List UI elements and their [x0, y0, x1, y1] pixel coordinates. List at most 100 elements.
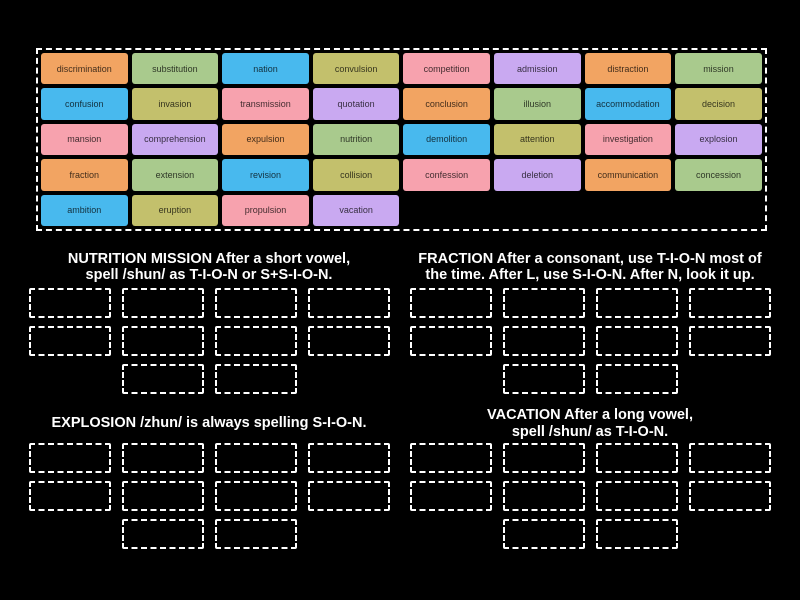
category-header: EXPLOSION /zhun/ is always spelling S-I-… [20, 404, 398, 443]
answer-slot[interactable] [28, 288, 111, 318]
word-tile[interactable]: transmission [222, 88, 309, 120]
word-tile[interactable]: accommodation [584, 88, 672, 120]
category-vacation: VACATION After a long vowel, spell /shun/… [401, 404, 779, 549]
word-tile[interactable]: substitution [131, 53, 219, 85]
word-tile[interactable]: illusion [493, 88, 581, 120]
answer-slot[interactable] [502, 481, 585, 511]
answer-slot[interactable] [502, 326, 585, 356]
answer-slot[interactable] [307, 326, 390, 356]
word-tile[interactable]: concession [675, 159, 762, 191]
category-nutrition-mission: NUTRITION MISSION After a short vowel, sp… [20, 246, 398, 394]
answer-slot[interactable] [688, 288, 771, 318]
word-tile[interactable]: competition [403, 53, 490, 85]
answer-slot[interactable] [121, 481, 204, 511]
word-tile[interactable]: decision [675, 88, 762, 120]
category-explosion: EXPLOSION /zhun/ is always spelling S-I-… [20, 404, 398, 549]
word-tile[interactable]: revision [222, 159, 309, 191]
category-header: FRACTION After a consonant, use T-I-O-N … [401, 246, 779, 288]
word-tile[interactable]: confession [403, 159, 490, 191]
answer-slot[interactable] [214, 288, 297, 318]
answer-slot[interactable] [502, 519, 585, 549]
category-slots [20, 288, 398, 394]
word-tile[interactable]: nation [222, 53, 309, 85]
answer-slot[interactable] [307, 481, 390, 511]
answer-slot[interactable] [688, 443, 771, 473]
answer-slot[interactable] [502, 443, 585, 473]
slot-row [28, 443, 390, 473]
word-tile[interactable]: vacation [312, 194, 400, 226]
answer-slot[interactable] [409, 443, 492, 473]
category-slots [401, 288, 779, 394]
word-tile[interactable]: extension [131, 159, 219, 191]
answer-slot[interactable] [595, 364, 678, 394]
answer-slot[interactable] [121, 326, 204, 356]
category-title-line: the time. After L, use S-I-O-N. After N,… [425, 267, 755, 283]
category-header: NUTRITION MISSION After a short vowel, sp… [20, 246, 398, 288]
answer-slot[interactable] [595, 481, 678, 511]
word-tile[interactable]: collision [312, 159, 400, 191]
word-tile[interactable]: mansion [41, 123, 128, 156]
answer-slot[interactable] [307, 443, 390, 473]
word-tile[interactable]: admission [493, 53, 581, 85]
answer-slot[interactable] [121, 443, 204, 473]
word-tile[interactable]: comprehension [131, 123, 219, 156]
word-tile[interactable]: investigation [584, 123, 672, 156]
answer-slot[interactable] [214, 481, 297, 511]
word-tile[interactable]: conclusion [403, 88, 490, 120]
answer-slot[interactable] [502, 288, 585, 318]
answer-slot[interactable] [595, 443, 678, 473]
answer-slot[interactable] [121, 364, 204, 394]
word-bank: discrimination substitution nation convulsi… [36, 48, 767, 231]
word-tile[interactable]: fraction [41, 159, 128, 191]
answer-slot[interactable] [121, 519, 204, 549]
category-title-line: spell /shun/ as T-I-O-N. [511, 423, 669, 440]
answer-slot[interactable] [688, 481, 771, 511]
answer-slot[interactable] [688, 326, 771, 356]
category-title-line: FRACTION After a consonant, use T-I-O-N … [418, 250, 762, 267]
slot-row [409, 443, 771, 473]
answer-slot[interactable] [595, 326, 678, 356]
category-title-line: NUTRITION MISSION After a short vowel, [67, 250, 351, 267]
slot-row [409, 326, 771, 356]
word-tile[interactable]: ambition [41, 194, 128, 226]
answer-slot[interactable] [28, 326, 111, 356]
answer-slot[interactable] [409, 288, 492, 318]
answer-slot[interactable] [214, 519, 297, 549]
slot-row [28, 481, 390, 511]
word-tile[interactable]: expulsion [222, 123, 309, 156]
word-tile[interactable]: propulsion [222, 194, 309, 226]
slot-row [502, 519, 678, 549]
answer-slot[interactable] [409, 481, 492, 511]
word-tile[interactable]: mission [675, 53, 762, 85]
answer-slot[interactable] [595, 288, 678, 318]
word-tile[interactable]: distraction [584, 53, 672, 85]
answer-slot[interactable] [28, 481, 111, 511]
answer-slot[interactable] [214, 443, 297, 473]
word-tile[interactable]: confusion [41, 88, 128, 120]
word-tile[interactable]: communication [584, 159, 672, 191]
category-slots [401, 443, 779, 549]
slot-row [121, 519, 297, 549]
category-header: VACATION After a long vowel, spell /shun/… [401, 404, 779, 443]
answer-slot[interactable] [28, 443, 111, 473]
word-tile[interactable]: eruption [131, 194, 219, 226]
word-tile[interactable]: convulsion [312, 53, 400, 85]
slot-row [502, 364, 678, 394]
word-tile[interactable]: deletion [493, 159, 581, 191]
word-tile[interactable]: explosion [675, 123, 762, 156]
answer-slot[interactable] [409, 326, 492, 356]
answer-slot[interactable] [121, 288, 204, 318]
word-tile[interactable]: invasion [131, 88, 219, 120]
word-tile[interactable]: demolition [403, 123, 490, 156]
word-tile[interactable]: quotation [312, 88, 400, 120]
word-tile[interactable]: discrimination [41, 53, 128, 85]
answer-slot[interactable] [214, 364, 297, 394]
answer-slot[interactable] [502, 364, 585, 394]
answer-slot[interactable] [595, 519, 678, 549]
answer-slot[interactable] [214, 326, 297, 356]
answer-slot[interactable] [307, 288, 390, 318]
word-tile[interactable]: nutrition [312, 123, 400, 156]
category-title-line: VACATION After a long vowel, [487, 407, 693, 423]
word-tile[interactable]: attention [493, 123, 581, 156]
